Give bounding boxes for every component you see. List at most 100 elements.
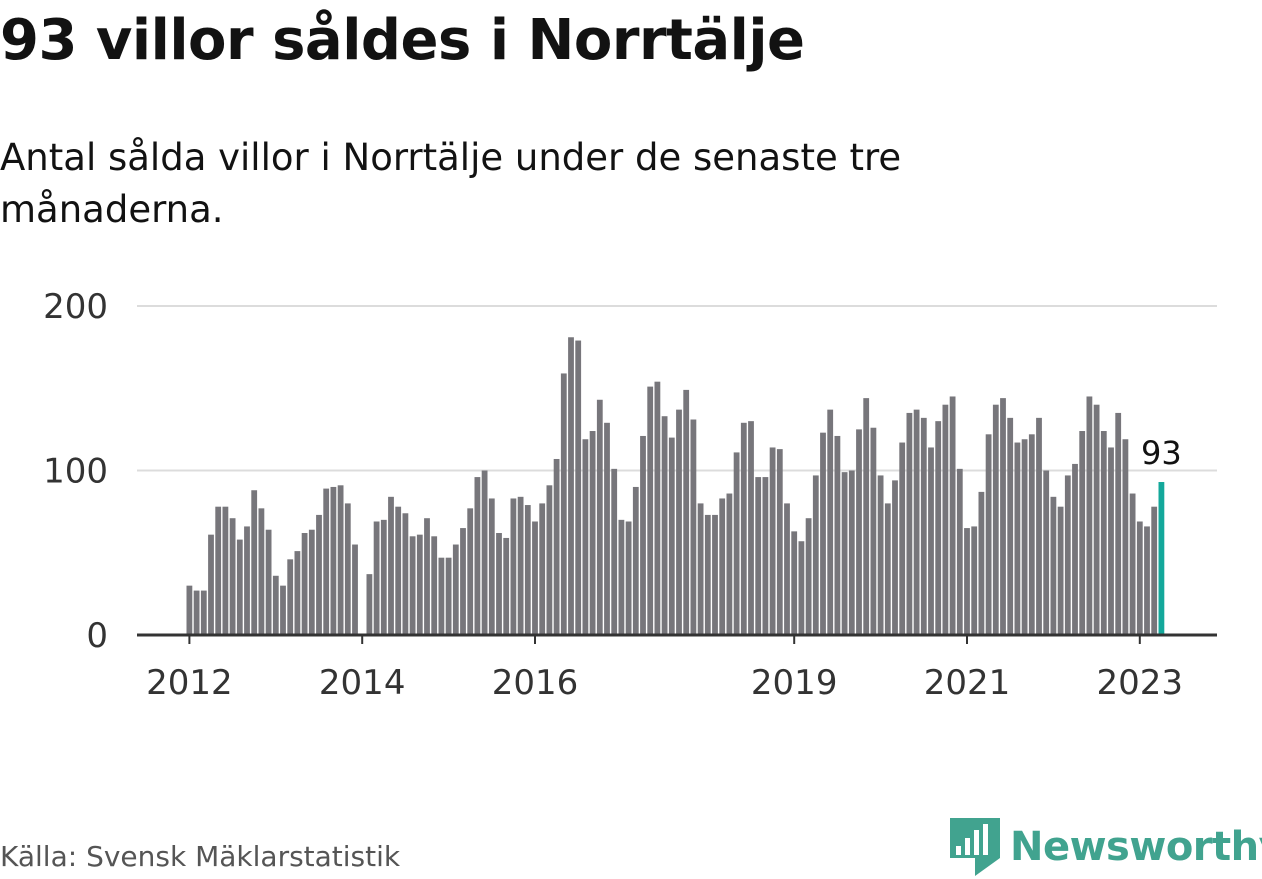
bar [812, 475, 819, 635]
bar [884, 503, 891, 635]
chart-title: 93 villor såldes i Norrtälje [0, 8, 805, 73]
bar [935, 421, 942, 635]
bar [618, 519, 625, 635]
bar [1086, 396, 1093, 635]
bar [294, 551, 301, 635]
x-tick-label: 2023 [1097, 663, 1184, 703]
bar [553, 458, 560, 635]
bar [1144, 526, 1150, 635]
bar [920, 417, 927, 635]
bar [467, 508, 474, 635]
bar [856, 429, 862, 635]
bar [1122, 439, 1129, 635]
bar [798, 541, 805, 635]
bar [316, 514, 322, 635]
bar [913, 409, 920, 635]
bar [546, 485, 553, 635]
bar [964, 528, 970, 635]
bar [1014, 442, 1021, 635]
bar [697, 503, 704, 635]
bar [1079, 431, 1086, 635]
bar [323, 488, 330, 635]
bar [762, 477, 769, 635]
bar [258, 508, 265, 635]
bar [834, 435, 841, 635]
bar [949, 396, 956, 635]
bar [395, 506, 402, 635]
x-tick-label: 2021 [924, 663, 1011, 703]
bar [841, 472, 848, 635]
bar [539, 503, 546, 635]
bar [726, 493, 733, 635]
bar [200, 590, 207, 635]
bar [784, 503, 790, 635]
bar [632, 486, 639, 635]
bar [452, 544, 459, 635]
bar [1115, 412, 1122, 635]
bar [388, 496, 394, 635]
annotations: 93 [1141, 434, 1182, 472]
bar [524, 505, 531, 635]
bar [272, 575, 279, 635]
bar [928, 447, 934, 635]
bar [956, 468, 963, 635]
bar-chart-pin-icon [950, 818, 1000, 876]
bar [1057, 506, 1064, 635]
bar [308, 529, 315, 635]
bar [1151, 506, 1158, 635]
bar-chart: 0 100 200 2012 2014 2016 2019 2021 2023 93 [43, 287, 1217, 703]
bar [532, 521, 538, 635]
brand-name: Newsworthy [1010, 824, 1262, 870]
bar [978, 491, 985, 635]
bar [870, 427, 877, 635]
x-tick-label: 2014 [319, 663, 406, 703]
bar [1093, 404, 1100, 635]
bar [244, 526, 250, 635]
bar [877, 475, 884, 635]
bar [661, 416, 668, 635]
bar [1043, 470, 1050, 635]
y-tick-label: 0 [86, 616, 108, 656]
bar [416, 534, 423, 635]
bar [474, 477, 481, 635]
x-axis-labels: 2012 2014 2016 2019 2021 2023 [146, 663, 1183, 703]
bar [208, 534, 214, 635]
bar [373, 521, 380, 635]
bar [704, 514, 711, 635]
bar [899, 442, 906, 635]
bar [1007, 417, 1014, 635]
bar [222, 506, 229, 635]
y-axis-labels: 0 100 200 [43, 287, 108, 656]
bar [820, 432, 826, 635]
bar [337, 485, 344, 635]
bar [431, 536, 438, 635]
bar [719, 498, 726, 635]
bar [402, 513, 409, 635]
bar [611, 468, 618, 635]
bar [1072, 463, 1078, 635]
bar [690, 419, 697, 635]
bar [445, 557, 452, 635]
bar [301, 533, 308, 635]
x-tick-label: 2012 [146, 663, 233, 703]
bar [827, 409, 834, 635]
bar [791, 531, 798, 635]
bar [330, 486, 337, 635]
highlight-value-label: 93 [1141, 434, 1182, 472]
bar [1129, 493, 1136, 635]
bar [668, 437, 675, 635]
bar [1136, 521, 1143, 635]
bar [805, 518, 812, 635]
source-note: Källa: Svensk Mäklarstatistik [0, 840, 401, 873]
bar-highlight [1158, 482, 1165, 635]
bar [1108, 447, 1114, 635]
bar [265, 529, 272, 635]
bar [496, 533, 502, 635]
bar [438, 557, 445, 635]
bar [748, 421, 754, 635]
bar [712, 514, 718, 635]
bar [1064, 475, 1071, 635]
bar [280, 585, 286, 635]
bar [352, 544, 358, 635]
bar [1021, 439, 1028, 635]
